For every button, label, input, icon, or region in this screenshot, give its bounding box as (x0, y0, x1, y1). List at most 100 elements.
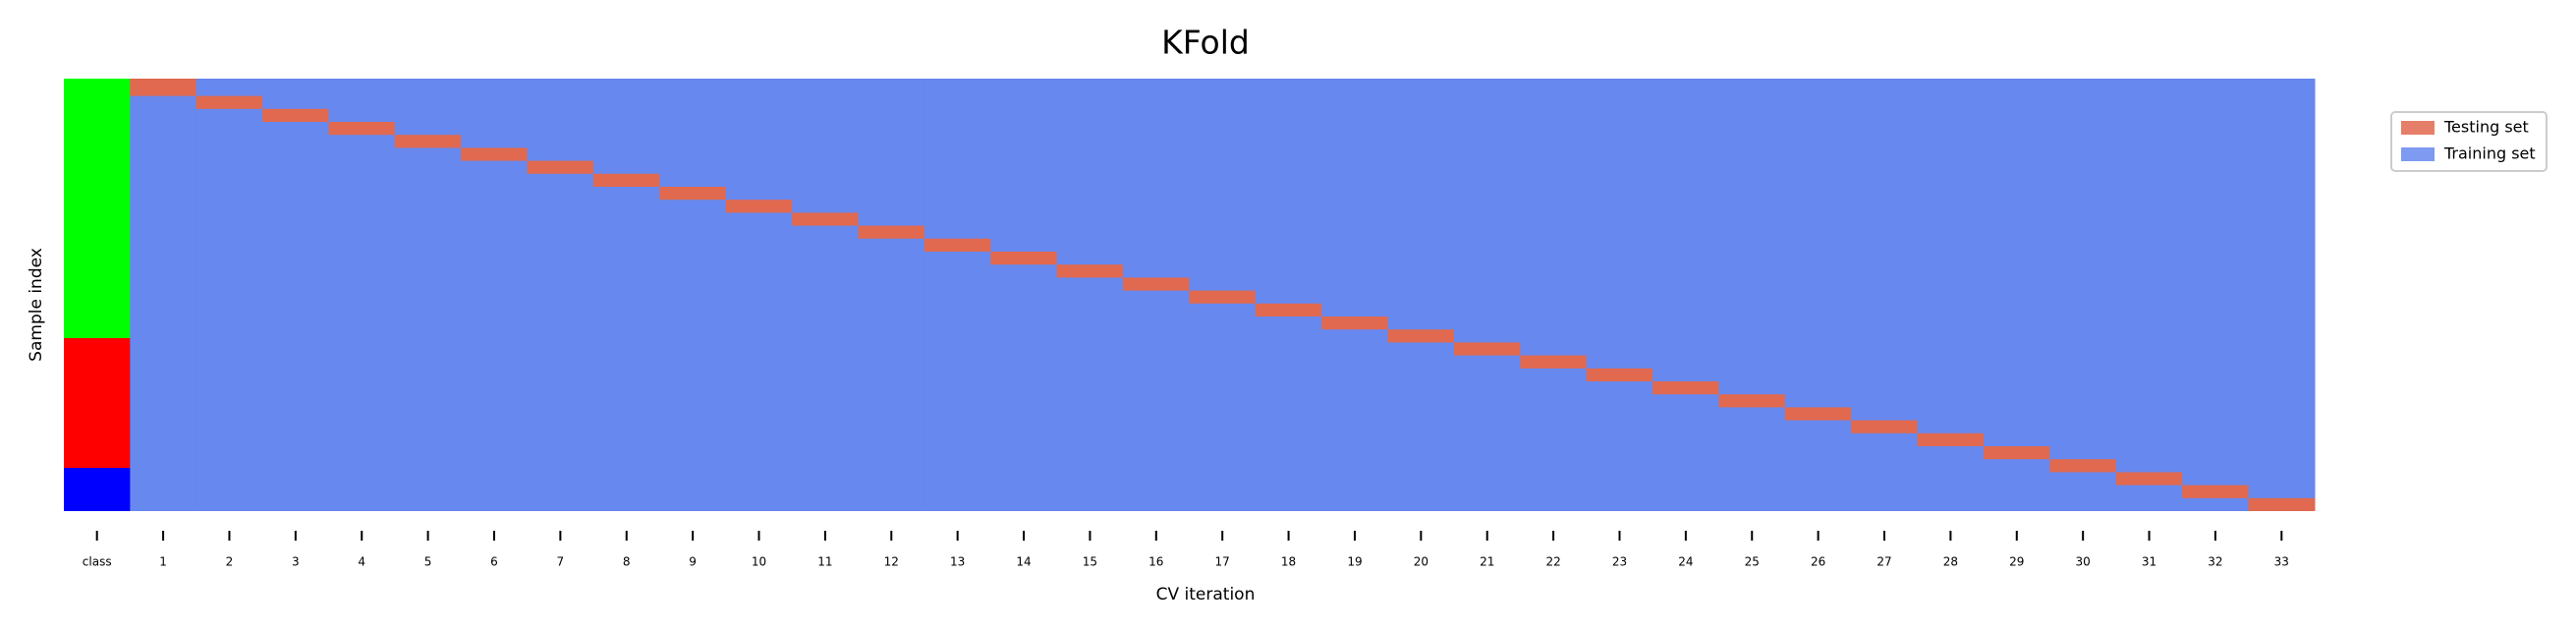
x-tick-label: 1 (159, 555, 167, 569)
training-column (593, 79, 660, 511)
training-column (924, 79, 991, 511)
testing-block (1652, 381, 1720, 395)
testing-block (1984, 446, 2050, 460)
testing-block (1520, 355, 1588, 369)
legend-swatch (2401, 147, 2435, 161)
training-column (1255, 79, 1322, 511)
x-tick-label: 4 (358, 555, 365, 569)
training-column (1056, 79, 1124, 511)
testing-block (1189, 290, 1257, 304)
training-column (792, 79, 860, 511)
training-column (262, 79, 330, 511)
x-tick-label: 32 (2208, 555, 2222, 569)
x-tick-label: 19 (1347, 555, 1362, 569)
training-column (1454, 79, 1521, 511)
testing-block (1718, 394, 1786, 408)
x-tick-label: 3 (292, 555, 300, 569)
training-column (2182, 79, 2250, 511)
training-column (130, 79, 197, 511)
testing-block (1586, 368, 1653, 381)
legend-swatch (2401, 121, 2435, 135)
training-column (1851, 79, 1919, 511)
testing-block (1255, 303, 1322, 316)
x-tick-label: 24 (1678, 555, 1693, 569)
testing-block (262, 108, 330, 122)
training-column (461, 79, 529, 511)
testing-block (990, 252, 1058, 265)
x-tick-label: 10 (752, 555, 766, 569)
testing-block (858, 225, 925, 239)
testing-block (1917, 432, 1985, 446)
training-column (1718, 79, 1786, 511)
training-column (1387, 79, 1455, 511)
training-column (394, 79, 462, 511)
training-column (1586, 79, 1653, 511)
x-tick-label: 16 (1148, 555, 1163, 569)
x-tick-label: 27 (1876, 555, 1891, 569)
legend-label: Testing set (2443, 118, 2529, 137)
training-column (527, 79, 594, 511)
x-tick-label: 9 (689, 555, 697, 569)
testing-block (924, 238, 991, 252)
testing-block (2049, 459, 2117, 473)
training-column (1520, 79, 1588, 511)
x-tick-label: 30 (2076, 555, 2091, 569)
testing-block (2182, 485, 2250, 498)
x-tick-label: 23 (1612, 555, 1627, 569)
testing-block (196, 95, 263, 109)
testing-block (2115, 472, 2183, 486)
legend-label: Training set (2443, 144, 2536, 163)
class-segment (64, 468, 131, 511)
testing-block (1321, 316, 1389, 330)
training-column (1123, 79, 1190, 511)
testing-block (725, 200, 793, 213)
testing-block (527, 160, 594, 174)
training-column (990, 79, 1058, 511)
training-column (1652, 79, 1720, 511)
testing-block (394, 135, 462, 148)
x-tick-label: 14 (1016, 555, 1031, 569)
x-tick-label: 7 (557, 555, 565, 569)
training-column (2248, 79, 2316, 511)
x-axis-label: CV iteration (1156, 585, 1256, 604)
testing-block (328, 122, 396, 136)
testing-block (461, 147, 529, 161)
testing-block (1454, 342, 1521, 356)
testing-block (792, 212, 860, 226)
x-tick-label: 25 (1745, 555, 1760, 569)
testing-block (1784, 407, 1852, 421)
training-column (858, 79, 925, 511)
x-tick-label: 17 (1215, 555, 1230, 569)
y-axis-label: Sample index (27, 248, 46, 362)
x-tick-label: 18 (1281, 555, 1296, 569)
x-tick-label: 29 (2009, 555, 2024, 569)
testing-block (2248, 497, 2316, 511)
training-column (725, 79, 793, 511)
training-column (1984, 79, 2050, 511)
x-tick-label: 5 (424, 555, 432, 569)
class-segment (64, 79, 131, 338)
x-tick-label: 26 (1811, 555, 1825, 569)
x-tick-label: 31 (2142, 555, 2156, 569)
x-tick-label: 15 (1083, 555, 1097, 569)
x-tick-label: 8 (623, 555, 631, 569)
x-tick-label: 6 (490, 555, 498, 569)
testing-block (659, 187, 727, 201)
training-column (1784, 79, 1852, 511)
class-segment (64, 338, 131, 468)
training-column (328, 79, 396, 511)
x-tick-label: class (83, 555, 112, 569)
x-tick-label: 28 (1943, 555, 1958, 569)
x-tick-label: 33 (2274, 555, 2289, 569)
x-tick-label: 12 (884, 555, 899, 569)
x-tick-label: 11 (817, 555, 832, 569)
training-column (1321, 79, 1389, 511)
x-tick-label: 2 (226, 555, 234, 569)
training-column (2049, 79, 2117, 511)
testing-block (130, 79, 197, 96)
testing-block (1123, 277, 1190, 291)
testing-block (593, 173, 660, 187)
training-column (196, 79, 263, 511)
x-tick-label: 13 (950, 555, 965, 569)
chart-title: KFold (1161, 24, 1250, 62)
